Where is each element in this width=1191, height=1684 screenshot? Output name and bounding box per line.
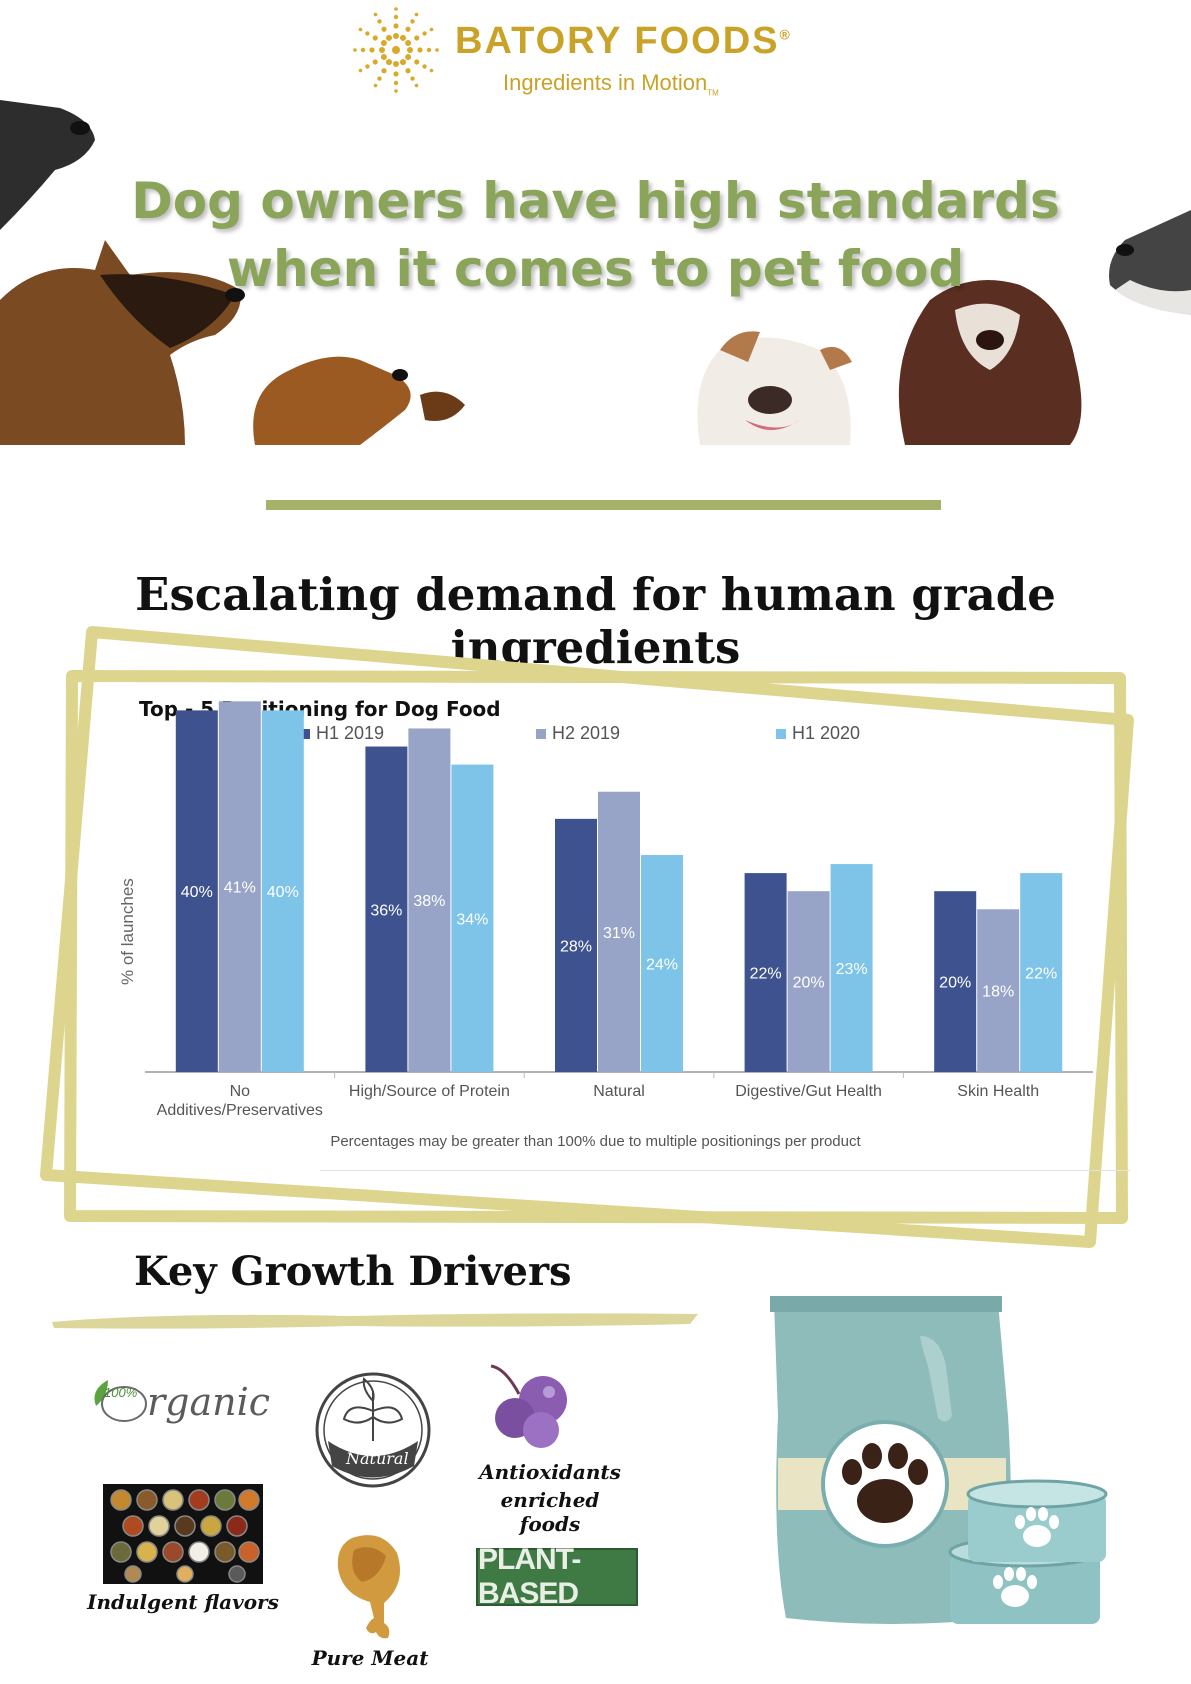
footnote-divider [320,1170,1130,1171]
growth-title: Key Growth Drivers [134,1248,572,1295]
bar-value-label: 23% [836,961,868,978]
legend-label: H1 2020 [792,723,861,743]
brand-name: BATORY FOODS® [455,20,792,62]
headline-line-1: Dog owners have high standards [131,172,1060,230]
spices-image [103,1484,263,1584]
bar [365,746,408,1072]
natural-badge-text: Natural [346,1449,409,1468]
bar-value-label: 24% [646,957,678,974]
category-label: Skin Health [908,1082,1088,1101]
legend-swatch [536,728,546,739]
organic-label: rganic [147,1380,271,1424]
bar-value-label: 36% [370,902,402,919]
category-label: High/Source of Protein [339,1082,519,1101]
legend-swatch [300,728,310,739]
plant-based-label: PLANT-BASED [478,1543,581,1610]
antioxidants-label-line-2: enriched foods [500,1488,600,1536]
bar [830,864,873,1072]
bar-value-label: 22% [1025,966,1057,983]
organic-badge-text: 100% [104,1385,138,1400]
bar [1020,873,1063,1072]
indulgent-flavors-label: Indulgent flavors [87,1590,279,1614]
category-label-line: Additives/Preservatives [156,1102,323,1119]
brand-logo-sunburst [353,7,439,93]
grapes-icon [490,1364,567,1448]
category-label: Digestive/Gut Health [719,1082,899,1101]
organic-leaf-icon [94,1380,147,1422]
brush-underline [52,1313,698,1329]
chart-footnote: Percentages may be greater than 100% due… [330,1133,861,1150]
chart-frame [40,626,1134,1248]
bar-value-label: 34% [456,911,488,928]
bar [934,891,977,1072]
pet-food-bag-illustration [770,1296,1108,1624]
bar-value-label: 31% [603,925,635,942]
category-label-line: No [229,1083,251,1100]
category-label-line: Skin Health [957,1083,1040,1100]
legend-item-h1-2019: H1 2019 [300,723,384,744]
natural-badge-icon [315,1372,431,1488]
category-label-line: Digestive/Gut Health [735,1083,882,1100]
bar-value-label: 28% [560,938,592,955]
bar [787,891,830,1072]
bar [175,710,218,1072]
bar [641,855,683,1072]
legend-item-h1-2020: H1 2020 [776,723,860,744]
legend-label: H1 2019 [316,723,385,743]
bar [218,701,261,1072]
paw-print-icon [842,1443,928,1523]
category-label-line: Natural [593,1083,645,1100]
chicken-leg-icon [337,1535,401,1639]
category-label-line: High/Source of Protein [348,1083,510,1100]
bar-value-label: 18% [982,984,1014,1001]
bar [261,710,304,1072]
bar-value-label: 40% [267,884,299,901]
legend-swatch [776,728,786,739]
dachshund [253,356,411,445]
bar [977,909,1020,1072]
bar [451,764,494,1072]
legend-label: H2 2019 [552,723,621,743]
bar-value-label: 22% [750,966,782,983]
bar-value-label: 41% [224,880,256,897]
bar-value-label: 38% [413,893,445,910]
bar-value-label: 20% [793,975,825,992]
black-dog-head [0,100,95,230]
bar [598,791,640,1072]
dog-photo-strip [0,100,1191,510]
bar-value-label: 20% [939,975,971,992]
bar-value-label: 40% [181,884,213,901]
pure-meat-label: Pure Meat [311,1646,429,1670]
bar [408,728,451,1072]
category-label: Natural [529,1082,709,1101]
category-label: No Additives/Preservatives [150,1082,330,1120]
legend-item-h2-2019: H2 2019 [536,723,620,744]
bar [744,873,787,1072]
plant-based-badge: PLANT-BASED [476,1543,638,1610]
bar [555,818,597,1072]
antioxidants-label-line-1: Antioxidants [479,1460,621,1484]
can-paw-icon [993,1507,1059,1607]
headline-line-2: when it comes to pet food [226,240,965,298]
brand-tagline: Ingredients in MotionTM [503,70,719,98]
